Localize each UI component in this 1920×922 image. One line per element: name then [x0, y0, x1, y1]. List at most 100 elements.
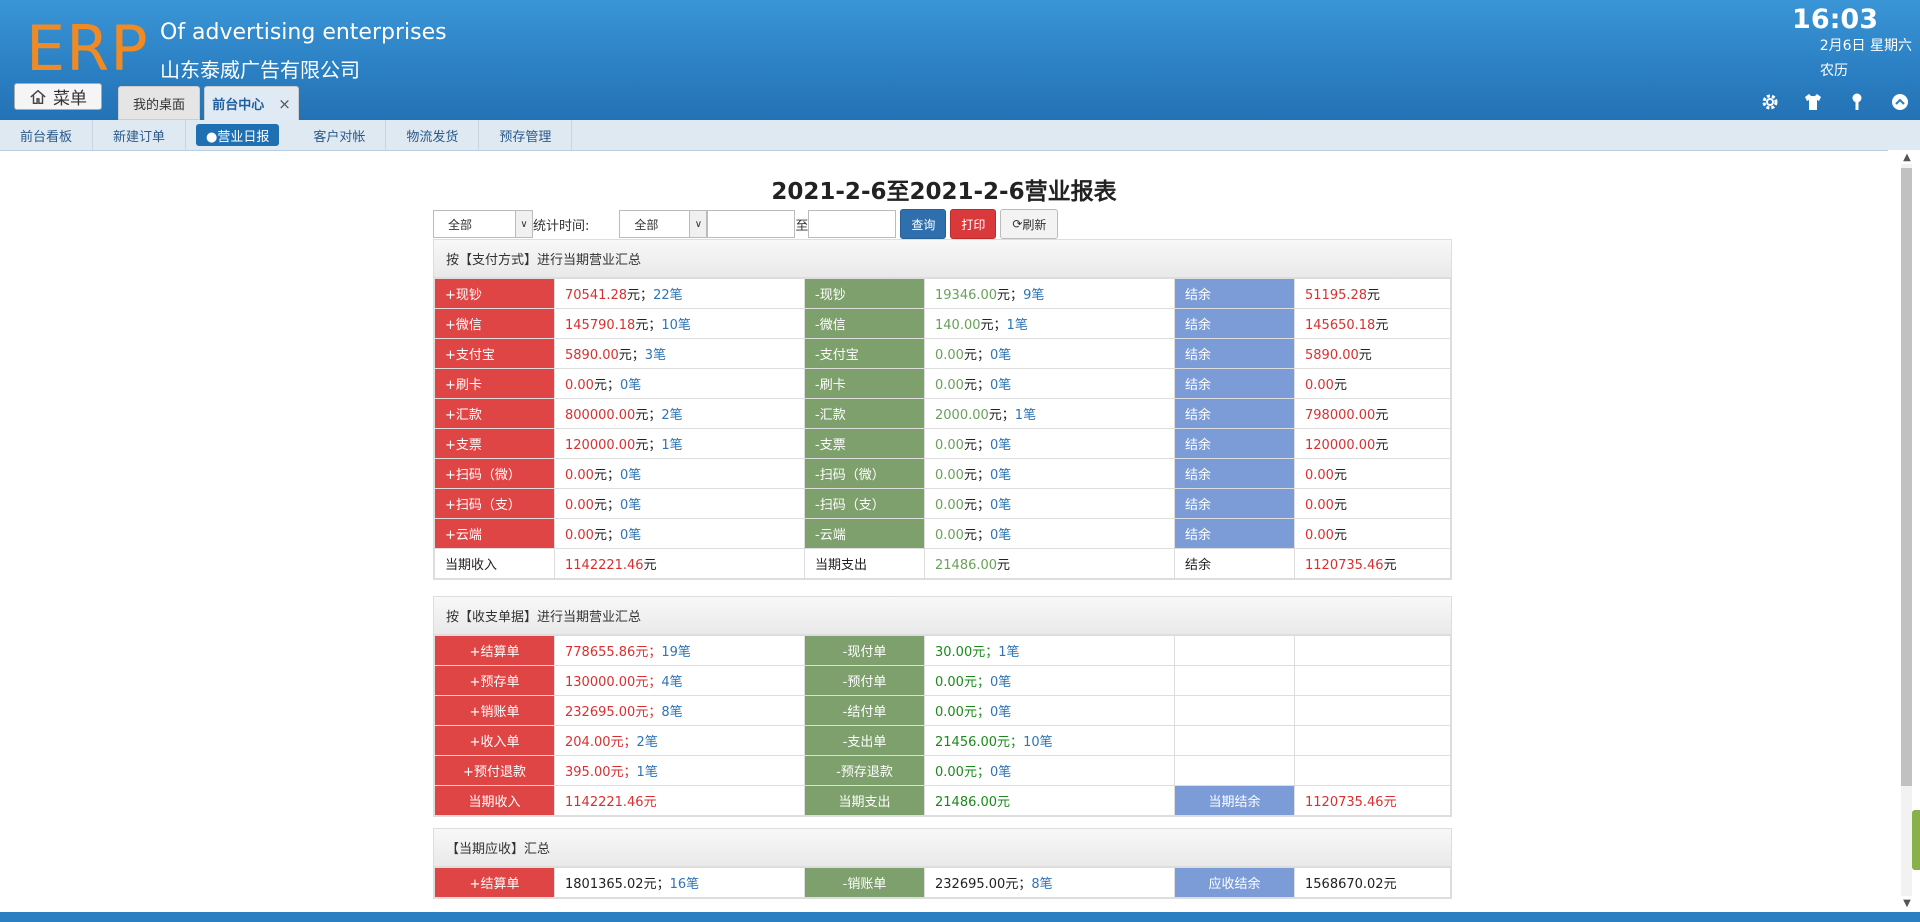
amount-value: 140.00 — [935, 318, 981, 333]
separator: ； — [648, 675, 662, 690]
amount-value: 120000.00 — [1305, 438, 1376, 453]
row-label: 结余 — [1174, 398, 1295, 429]
start-date-input[interactable] — [707, 210, 796, 238]
table-row: +云端 0.00元；0笔 -云端 0.00元；0笔 结余 0.00元 — [434, 518, 1451, 549]
count-value: 0 — [619, 468, 629, 483]
nav-daily-report[interactable]: ●营业日报 — [196, 124, 280, 146]
collapse-icon[interactable] — [1890, 92, 1910, 112]
yuan-unit: 元 — [1358, 348, 1372, 363]
yuan-unit: 元 — [963, 675, 977, 690]
shirt-icon[interactable] — [1803, 92, 1823, 112]
row-label: -支票 — [804, 428, 925, 459]
row-label: 当期收入 — [434, 785, 555, 816]
count-value: 0 — [989, 348, 999, 363]
time-range-select[interactable]: 全部 ∨ — [619, 210, 708, 238]
yuan-unit: 元 — [988, 408, 1002, 423]
page-scrollbar[interactable]: ▲ ▼ — [1888, 150, 1920, 912]
count-value: 1 — [998, 645, 1007, 660]
key-icon[interactable] — [1847, 92, 1867, 112]
yuan-unit: 元 — [1375, 438, 1389, 453]
yuan-unit: 元 — [1333, 528, 1347, 543]
side-widget-handle[interactable] — [1912, 810, 1920, 870]
separator: ； — [985, 645, 999, 660]
amount-value: 145790.18 — [565, 318, 636, 333]
yuan-unit: 元 — [1333, 498, 1347, 513]
amount-value: 21486.00元 — [935, 795, 1011, 810]
scroll-thumb[interactable] — [1901, 168, 1912, 786]
empty-cell — [1174, 635, 1295, 666]
gear-icon[interactable] — [1760, 92, 1780, 112]
row-label: +扫码（微） — [434, 458, 555, 489]
scroll-down-icon[interactable]: ▼ — [1903, 898, 1911, 909]
amount-cell: 1142221.46元 — [554, 785, 805, 816]
separator: ； — [976, 498, 990, 513]
row-label: -销账单 — [804, 867, 925, 898]
refresh-icon: ⟳ — [1012, 217, 1023, 231]
amount-cell: 0.00元；0笔 — [924, 488, 1175, 519]
separator: ； — [648, 318, 662, 333]
separator: ； — [648, 408, 662, 423]
print-button[interactable]: 打印 — [950, 209, 997, 239]
category-select[interactable]: 全部 ∨ — [433, 210, 533, 238]
count-unit: 笔 — [669, 288, 683, 303]
row-label: -云端 — [804, 518, 925, 549]
nav-logistics[interactable]: 物流发货 — [386, 120, 480, 150]
empty-cell — [1174, 755, 1295, 786]
nav-prepay-mgmt[interactable]: 预存管理 — [479, 120, 573, 150]
count-value: 0 — [619, 378, 629, 393]
amount-value: 5890.00 — [565, 348, 619, 363]
separator: ； — [976, 438, 990, 453]
yuan-unit: 元 — [635, 645, 649, 660]
separator: ； — [976, 765, 990, 780]
yuan-unit: 元 — [593, 528, 607, 543]
yuan-unit: 元 — [963, 438, 977, 453]
row-label: -现付单 — [804, 635, 925, 666]
amount-cell: 21486.00元 — [924, 548, 1175, 579]
amount-value: 0.00 — [565, 528, 594, 543]
amount-value: 21486.00 — [935, 558, 998, 573]
tab-my-desktop[interactable]: 我的桌面 — [118, 86, 200, 120]
amount-value: 70541.28 — [565, 288, 628, 303]
end-date-input[interactable] — [808, 210, 897, 238]
count-value: 19 — [661, 645, 678, 660]
table-row: +扫码（支） 0.00元；0笔 -扫码（支） 0.00元；0笔 结余 0.00元 — [434, 488, 1451, 519]
amount-value: 0.00 — [935, 348, 964, 363]
count-unit: 笔 — [669, 675, 683, 690]
yuan-unit: 元 — [1383, 558, 1397, 573]
amount-cell: 130000.00元；4笔 — [554, 665, 805, 696]
amount-cell: 204.00元；2笔 — [554, 725, 805, 756]
yuan-unit: 元 — [980, 318, 994, 333]
close-icon[interactable]: × — [278, 94, 291, 113]
nav-front-board[interactable]: 前台看板 — [0, 120, 94, 150]
nav-new-order[interactable]: 新建订单 — [93, 120, 187, 150]
count-unit: 笔 — [1039, 877, 1053, 892]
table-row: +微信 145790.18元；10笔 -微信 140.00元；1笔 结余 145650.1… — [434, 308, 1451, 339]
separator: ； — [1010, 735, 1024, 750]
menu-button[interactable]: 菜单 — [14, 83, 102, 110]
panel-heading: 按【支付方式】进行当期营业汇总 — [434, 240, 1451, 278]
separator: ； — [640, 288, 654, 303]
amount-cell: 0.00元 — [1294, 368, 1451, 399]
amount-value: 0.00 — [1305, 498, 1334, 513]
amount-cell: 140.00元；1笔 — [924, 308, 1175, 339]
count-value: 10 — [1023, 735, 1040, 750]
menu-label: 菜单 — [53, 89, 87, 109]
count-value: 0 — [989, 528, 999, 543]
amount-cell: 70541.28元；22笔 — [554, 278, 805, 309]
empty-cell — [1294, 635, 1451, 666]
amount-value: 0.00 — [935, 498, 964, 513]
refresh-button[interactable]: ⟳ 刷新 — [1000, 209, 1059, 239]
amount-value: 1801365.02 — [565, 877, 644, 892]
nav-customer-reconcile[interactable]: 客户对帐 — [293, 120, 387, 150]
count-unit: 笔 — [628, 528, 642, 543]
query-button[interactable]: 查询 — [900, 209, 947, 239]
amount-value: 395.00 — [565, 765, 611, 780]
count-unit: 笔 — [644, 765, 658, 780]
amount-cell: 21486.00元 — [924, 785, 1175, 816]
tab-front-center[interactable]: 前台中心 × — [204, 86, 299, 120]
yuan-unit: 元 — [618, 348, 632, 363]
amount-value: 0.00 — [1305, 468, 1334, 483]
row-label: +结算单 — [434, 635, 555, 666]
amount-cell: 21456.00元；10笔 — [924, 725, 1175, 756]
scroll-up-icon[interactable]: ▲ — [1903, 152, 1911, 163]
